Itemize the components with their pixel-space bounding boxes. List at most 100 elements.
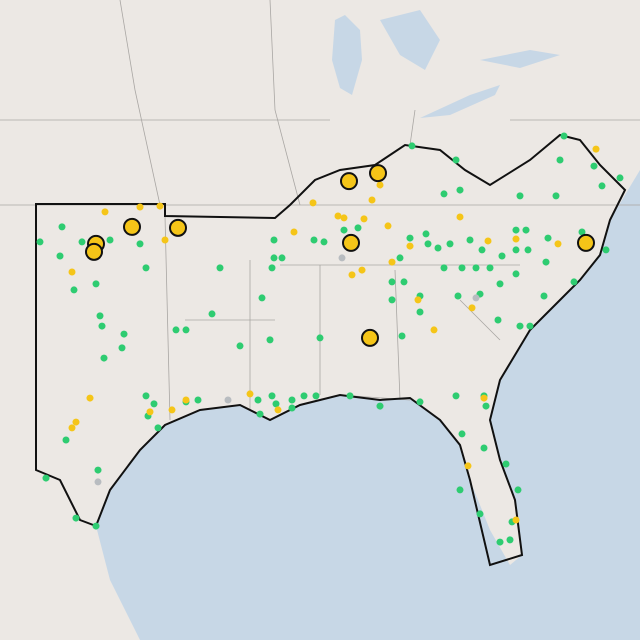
site-marker[interactable] [342,233,360,252]
site-marker[interactable] [458,430,466,438]
site-marker[interactable] [320,238,328,246]
site-marker[interactable] [512,246,520,254]
site-marker[interactable] [496,280,504,288]
site-marker[interactable] [540,292,548,300]
site-marker[interactable] [464,462,472,470]
site-marker[interactable] [98,322,106,330]
site-marker[interactable] [430,326,438,334]
site-marker[interactable] [278,254,286,262]
site-marker[interactable] [150,400,158,408]
site-marker[interactable] [554,240,562,248]
site-marker[interactable] [472,294,480,302]
site-marker[interactable] [456,213,464,221]
site-marker[interactable] [100,354,108,362]
site-marker[interactable] [68,424,76,432]
site-marker[interactable] [310,236,318,244]
site-marker[interactable] [168,406,176,414]
site-marker[interactable] [422,230,430,238]
site-marker[interactable] [42,474,50,482]
site-marker[interactable] [516,192,524,200]
site-marker[interactable] [524,246,532,254]
site-marker[interactable] [616,174,624,182]
site-marker[interactable] [156,202,164,210]
site-marker[interactable] [268,392,276,400]
site-marker[interactable] [476,510,484,518]
site-marker[interactable] [552,192,560,200]
site-marker[interactable] [376,402,384,410]
site-marker[interactable] [169,218,187,237]
site-marker[interactable] [288,404,296,412]
site-marker[interactable] [498,252,506,260]
site-marker[interactable] [338,254,346,262]
site-marker[interactable] [123,217,141,236]
site-marker[interactable] [592,145,600,153]
site-marker[interactable] [446,240,454,248]
site-marker[interactable] [560,132,568,140]
site-marker[interactable] [570,278,578,286]
site-marker[interactable] [482,402,490,410]
site-marker[interactable] [514,486,522,494]
site-marker[interactable] [142,392,150,400]
site-marker[interactable] [208,310,216,318]
site-marker[interactable] [142,264,150,272]
site-marker[interactable] [300,392,308,400]
site-marker[interactable] [354,224,362,232]
site-marker[interactable] [224,396,232,404]
site-marker[interactable] [512,226,520,234]
site-marker[interactable] [522,226,530,234]
site-marker[interactable] [452,156,460,164]
site-marker[interactable] [346,392,354,400]
site-marker[interactable] [118,344,126,352]
site-marker[interactable] [454,292,462,300]
site-marker[interactable] [440,264,448,272]
site-marker[interactable] [85,242,103,261]
site-marker[interactable] [246,390,254,398]
site-marker[interactable] [94,466,102,474]
site-marker[interactable] [384,222,392,230]
site-marker[interactable] [358,266,366,274]
site-marker[interactable] [512,270,520,278]
site-marker[interactable] [258,294,266,302]
site-marker[interactable] [406,234,414,242]
site-marker[interactable] [236,342,244,350]
site-marker[interactable] [406,242,414,250]
site-marker[interactable] [512,235,520,243]
site-marker[interactable] [556,156,564,164]
site-marker[interactable] [72,418,80,426]
site-marker[interactable] [602,246,610,254]
site-marker[interactable] [182,326,190,334]
site-marker[interactable] [456,186,464,194]
site-marker[interactable] [136,203,144,211]
site-marker[interactable] [68,268,76,276]
site-marker[interactable] [478,246,486,254]
site-marker[interactable] [396,254,404,262]
site-marker[interactable] [416,308,424,316]
site-marker[interactable] [480,444,488,452]
site-marker[interactable] [590,162,598,170]
site-marker[interactable] [86,394,94,402]
site-marker[interactable] [440,190,448,198]
site-marker[interactable] [172,326,180,334]
site-marker[interactable] [72,514,80,522]
site-marker[interactable] [340,172,358,191]
site-marker[interactable] [424,240,432,248]
site-marker[interactable] [92,522,100,530]
site-marker[interactable] [56,252,64,260]
site-marker[interactable] [434,244,442,252]
site-marker[interactable] [506,536,514,544]
site-marker[interactable] [268,264,276,272]
site-marker[interactable] [288,396,296,404]
site-marker[interactable] [369,164,387,183]
site-marker[interactable] [254,396,262,404]
site-marker[interactable] [526,322,534,330]
site-marker[interactable] [400,278,408,286]
site-marker[interactable] [458,264,466,272]
site-marker[interactable] [272,400,280,408]
site-marker[interactable] [544,234,552,242]
site-marker[interactable] [274,406,282,414]
site-marker[interactable] [376,181,384,189]
site-marker[interactable] [101,208,109,216]
site-marker[interactable] [452,392,460,400]
site-marker[interactable] [194,396,202,404]
site-marker[interactable] [577,233,595,252]
